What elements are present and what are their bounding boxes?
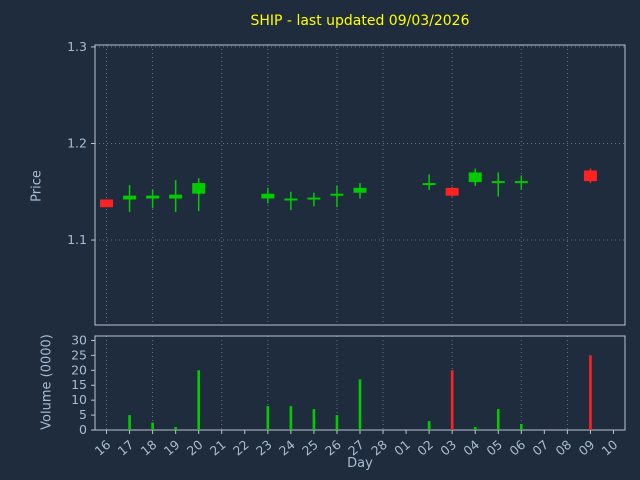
- volume-tick-label: 5: [79, 407, 87, 422]
- volume-bar-06: [520, 424, 523, 430]
- volume-bar-17: [128, 415, 131, 430]
- volume-tick-label: 25: [71, 347, 87, 362]
- price-tick-label: 1.3: [67, 39, 87, 54]
- candle-body-17: [123, 195, 137, 200]
- chart-title: SHIP - last updated 09/03/2026: [250, 13, 470, 29]
- volume-tick-label: 15: [71, 377, 87, 392]
- volume-bar-19: [174, 427, 177, 430]
- volume-bar-26: [335, 415, 339, 430]
- volume-bar-05: [496, 409, 500, 430]
- candle-body-20: [192, 183, 206, 194]
- candle-body-26: [330, 193, 344, 196]
- candle-body-09: [583, 170, 597, 182]
- volume-bar-25: [312, 409, 316, 430]
- volume-bar-23: [266, 406, 270, 430]
- volume-axis-label: Volume (0000): [39, 334, 55, 430]
- candle-body-27: [353, 187, 367, 193]
- candle-body-18: [146, 195, 160, 199]
- candle-body-24: [284, 198, 298, 201]
- volume-tick-label: 10: [71, 392, 87, 407]
- volume-tick-label: 0: [79, 422, 87, 437]
- candle-body-16: [100, 199, 114, 208]
- price-panel-border: [94, 44, 626, 326]
- volume-bar-27: [358, 379, 362, 430]
- x-axis-label: Day: [347, 456, 373, 471]
- price-axis-label: Price: [29, 170, 45, 202]
- volume-bar-18: [151, 422, 154, 430]
- price-tick-label: 1.2: [67, 135, 87, 150]
- volume-bar-04: [473, 427, 477, 430]
- volume-tick-label: 30: [71, 332, 87, 347]
- volume-bar-24: [289, 406, 293, 430]
- candle-body-05: [491, 181, 505, 184]
- candle-body-06: [514, 181, 528, 184]
- candle-body-23: [261, 193, 275, 199]
- price-tick-label: 1.1: [67, 232, 87, 247]
- candle-body-03: [445, 187, 459, 196]
- candle-body-04: [468, 172, 482, 183]
- volume-bar-02: [427, 421, 431, 430]
- candle-body-02: [422, 183, 436, 186]
- volume-bar-20: [197, 370, 200, 430]
- volume-bar-03: [450, 370, 454, 430]
- candle-body-25: [307, 197, 321, 200]
- volume-bar-09: [589, 355, 592, 430]
- candle-body-19: [169, 194, 183, 199]
- volume-tick-label: 20: [71, 362, 87, 377]
